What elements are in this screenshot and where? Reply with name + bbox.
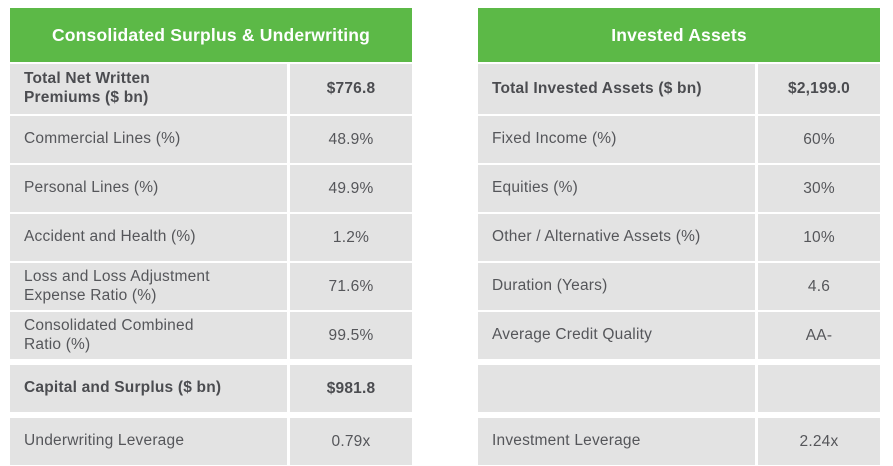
row-label: Consolidated Combined Ratio (%) xyxy=(10,312,287,359)
table-row-blank xyxy=(478,365,880,412)
table-body: Total Invested Assets ($ bn) $2,199.0 Fixe… xyxy=(478,64,880,465)
row-value: 30% xyxy=(758,165,880,212)
row-label xyxy=(478,365,755,412)
table-row: Accident and Health (%) 1.2% xyxy=(10,214,412,261)
row-value: 60% xyxy=(758,116,880,163)
row-value: 10% xyxy=(758,214,880,261)
row-value: 71.6% xyxy=(290,263,412,310)
table-row: Equities (%) 30% xyxy=(478,165,880,212)
row-value: 0.79x xyxy=(290,418,412,465)
table-row: Total Net Written Premiums ($ bn) $776.8 xyxy=(10,64,412,114)
row-value: AA- xyxy=(758,312,880,359)
row-label: Total Net Written Premiums ($ bn) xyxy=(10,64,287,114)
row-label: Investment Leverage xyxy=(478,418,755,465)
table-row: Underwriting Leverage 0.79x xyxy=(10,418,412,465)
row-label: Personal Lines (%) xyxy=(10,165,287,212)
table-row: Consolidated Combined Ratio (%) 99.5% xyxy=(10,312,412,359)
row-value: $2,199.0 xyxy=(758,64,880,114)
row-label: Average Credit Quality xyxy=(478,312,755,359)
table-row: Commercial Lines (%) 48.9% xyxy=(10,116,412,163)
table-row: Other / Alternative Assets (%) 10% xyxy=(478,214,880,261)
table-row: Investment Leverage 2.24x xyxy=(478,418,880,465)
row-value: 99.5% xyxy=(290,312,412,359)
row-value: 2.24x xyxy=(758,418,880,465)
row-label: Loss and Loss Adjustment Expense Ratio (… xyxy=(10,263,287,310)
consolidated-surplus-underwriting-table: Consolidated Surplus & Underwriting Tota… xyxy=(10,8,412,465)
row-label: Other / Alternative Assets (%) xyxy=(478,214,755,261)
table-row: Personal Lines (%) 49.9% xyxy=(10,165,412,212)
row-label: Fixed Income (%) xyxy=(478,116,755,163)
table-body: Total Net Written Premiums ($ bn) $776.8 C… xyxy=(10,64,412,465)
table-row: Total Invested Assets ($ bn) $2,199.0 xyxy=(478,64,880,114)
table-row: Average Credit Quality AA- xyxy=(478,312,880,359)
row-label: Commercial Lines (%) xyxy=(10,116,287,163)
row-label: Duration (Years) xyxy=(478,263,755,310)
table-title: Invested Assets xyxy=(478,8,880,62)
table-row: Fixed Income (%) 60% xyxy=(478,116,880,163)
row-label: Accident and Health (%) xyxy=(10,214,287,261)
row-label: Underwriting Leverage xyxy=(10,418,287,465)
row-value: $776.8 xyxy=(290,64,412,114)
row-value: 1.2% xyxy=(290,214,412,261)
row-value xyxy=(758,365,880,412)
row-value: 48.9% xyxy=(290,116,412,163)
table-row: Duration (Years) 4.6 xyxy=(478,263,880,310)
table-title: Consolidated Surplus & Underwriting xyxy=(10,8,412,62)
row-value: 4.6 xyxy=(758,263,880,310)
row-label: Equities (%) xyxy=(478,165,755,212)
row-label: Capital and Surplus ($ bn) xyxy=(10,365,287,412)
invested-assets-table: Invested Assets Total Invested Assets ($… xyxy=(478,8,880,465)
row-value: $981.8 xyxy=(290,365,412,412)
row-value: 49.9% xyxy=(290,165,412,212)
table-row: Capital and Surplus ($ bn) $981.8 xyxy=(10,365,412,412)
table-row: Loss and Loss Adjustment Expense Ratio (… xyxy=(10,263,412,310)
row-label: Total Invested Assets ($ bn) xyxy=(478,64,755,114)
